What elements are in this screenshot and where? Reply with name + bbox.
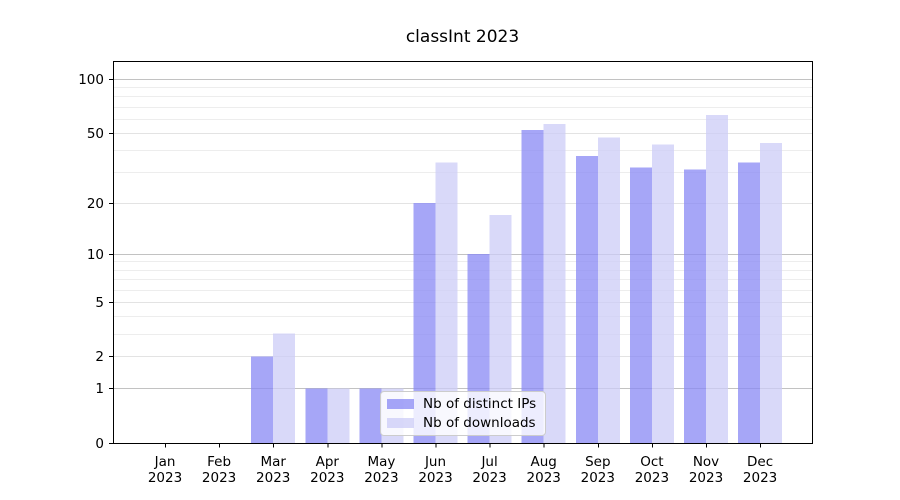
legend-label-distinct-ips: Nb of distinct IPs — [423, 396, 537, 413]
x-tick-label-year: 2023 — [581, 470, 615, 486]
x-tick-label-year: 2023 — [527, 470, 561, 486]
y-tick-label: 20 — [87, 196, 104, 212]
legend-row-downloads: Nb of downloads — [387, 415, 537, 431]
x-tick-label-year: 2023 — [472, 470, 506, 486]
x-tick-label-year: 2023 — [364, 470, 398, 486]
bar-distinct-ips — [521, 129, 544, 444]
bar-distinct-ips — [629, 167, 652, 443]
x-tick-label-year: 2023 — [689, 470, 723, 486]
legend: Nb of distinct IPs Nb of downloads — [380, 391, 546, 436]
x-tick-label-year: 2023 — [743, 470, 777, 486]
x-tick-label-month: May — [367, 454, 395, 470]
plot-border — [113, 61, 813, 444]
x-tick-label-month: Jun — [424, 454, 446, 470]
legend-label-downloads: Nb of downloads — [423, 414, 536, 431]
x-tick-label-month: Sep — [585, 454, 610, 470]
x-tick-label-year: 2023 — [202, 470, 236, 486]
chart-title: classInt 2023 — [405, 27, 520, 47]
y-tick-label: 0 — [95, 436, 104, 452]
x-tick-label-year: 2023 — [635, 470, 669, 486]
bar-distinct-ips — [305, 388, 328, 443]
bar-distinct-ips — [359, 388, 382, 443]
legend-swatch-distinct-ips — [387, 399, 414, 410]
x-tick-label-month: Jul — [480, 454, 497, 470]
legend-row-distinct-ips: Nb of distinct IPs — [387, 396, 537, 412]
y-tick-label: 5 — [95, 295, 104, 311]
x-tick-label-year: 2023 — [148, 470, 182, 486]
bar-downloads — [760, 142, 783, 443]
bar-distinct-ips — [684, 169, 706, 443]
bar-distinct-ips — [738, 162, 761, 443]
x-tick-label-month: Jan — [154, 454, 176, 470]
bar-downloads — [435, 162, 458, 443]
y-tick-label: 1 — [95, 381, 104, 397]
bar-distinct-ips — [575, 156, 598, 443]
y-tick-label: 50 — [87, 126, 104, 142]
x-tick-label-year: 2023 — [256, 470, 290, 486]
bar-downloads — [597, 137, 620, 443]
x-tick-label-month: Dec — [747, 454, 773, 470]
bar-downloads — [706, 115, 728, 443]
bar-downloads — [273, 333, 296, 443]
x-tick-label-month: Apr — [316, 454, 340, 470]
bar-downloads — [327, 388, 350, 443]
x-tick-label-year: 2023 — [418, 470, 452, 486]
x-tick-label-month: Feb — [207, 454, 231, 470]
bar-downloads — [543, 124, 566, 444]
bar-downloads — [651, 144, 674, 444]
x-tick-label-month: Nov — [693, 454, 719, 470]
x-tick-label-month: Aug — [531, 454, 557, 470]
y-tick-label: 100 — [78, 72, 104, 88]
x-tick-label-year: 2023 — [310, 470, 344, 486]
x-tick-label-month: Mar — [260, 454, 286, 470]
bar-distinct-ips — [413, 202, 436, 443]
bar-downloads — [489, 215, 512, 443]
legend-swatch-downloads — [387, 417, 414, 428]
y-tick-label: 10 — [87, 247, 104, 263]
x-tick-label-month: Oct — [640, 454, 663, 470]
bar-distinct-ips — [251, 356, 274, 443]
y-tick-label: 2 — [95, 349, 104, 365]
